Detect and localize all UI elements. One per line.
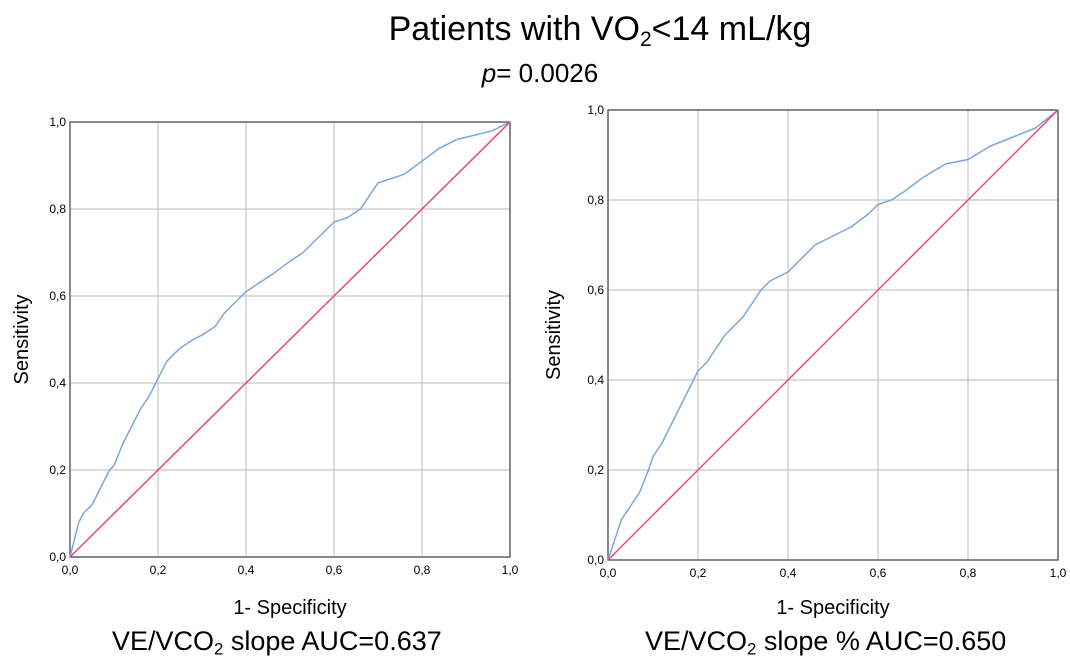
left-x-tick-label: 0,0 xyxy=(62,563,79,577)
caption-suffix: slope % AUC=0.650 xyxy=(756,626,1007,656)
left-x-tick-label: 0,4 xyxy=(238,563,255,577)
left-reference-diagonal xyxy=(69,121,511,558)
right-chart-caption: VE/VCO2 slope % AUC=0.650 xyxy=(645,626,1007,659)
right-y-tick-label: 0,2 xyxy=(587,463,604,477)
left-x-tick-label: 0,8 xyxy=(414,563,431,577)
title-subscript: 2 xyxy=(639,27,652,51)
left-x-tick-label: 0,6 xyxy=(326,563,343,577)
right-x-tick-label: 0,2 xyxy=(690,566,707,580)
title-suffix: <14 mL/kg xyxy=(651,10,812,48)
left-y-tick-label: 0,8 xyxy=(49,202,66,216)
figure-title: Patients with VO2<14 mL/kg xyxy=(0,10,1070,51)
right-roc-curve xyxy=(607,109,1059,561)
left-y-tick-label: 1,0 xyxy=(49,115,66,129)
right-y-tick-label: 0,0 xyxy=(587,553,604,567)
title-prefix: Patients with VO xyxy=(388,10,640,48)
right-x-tick-label: 0,8 xyxy=(960,566,977,580)
right-x-axis-label: 1- Specificity xyxy=(776,597,889,619)
left-y-axis-label: Sensitivity xyxy=(11,294,33,384)
right-y-axis-label: Sensitivity xyxy=(543,290,565,380)
left-chart-caption: VE/VCO2 slope AUC=0.637 xyxy=(112,626,442,659)
right-x-tick-label: 0,0 xyxy=(600,566,617,580)
left-plot-frame xyxy=(69,121,511,558)
right-y-tick-label: 0,4 xyxy=(587,373,604,387)
right-y-tick-label: 0,8 xyxy=(587,193,604,207)
right-x-tick-label: 0,6 xyxy=(870,566,887,580)
p-value: p= 0.0026 xyxy=(0,58,1070,89)
left-roc-curve xyxy=(69,121,511,558)
right-plot-frame xyxy=(607,109,1059,561)
caption-prefix: VE/VCO xyxy=(112,626,215,656)
right-reference-diagonal xyxy=(607,109,1059,561)
left-y-tick-label: 0,6 xyxy=(49,289,66,303)
left-x-axis-label: 1- Specificity xyxy=(233,597,346,619)
left-y-tick-label: 0,2 xyxy=(49,463,66,477)
left-x-tick-label: 1,0 xyxy=(502,563,519,577)
p-value-text: = 0.0026 xyxy=(496,58,599,88)
left-y-tick-label: 0,0 xyxy=(49,550,66,564)
right-x-tick-label: 1,0 xyxy=(1050,566,1067,580)
left-y-tick-label: 0,4 xyxy=(49,376,66,390)
caption-suffix: slope AUC=0.637 xyxy=(223,626,442,656)
right-y-tick-label: 1,0 xyxy=(587,103,604,117)
right-y-tick-label: 0,6 xyxy=(587,283,604,297)
caption-prefix: VE/VCO xyxy=(645,626,748,656)
right-x-tick-label: 0,4 xyxy=(780,566,797,580)
caption-subscript: 2 xyxy=(214,639,224,659)
caption-subscript: 2 xyxy=(747,639,757,659)
left-x-tick-label: 0,2 xyxy=(150,563,167,577)
p-value-letter: p xyxy=(481,58,497,88)
